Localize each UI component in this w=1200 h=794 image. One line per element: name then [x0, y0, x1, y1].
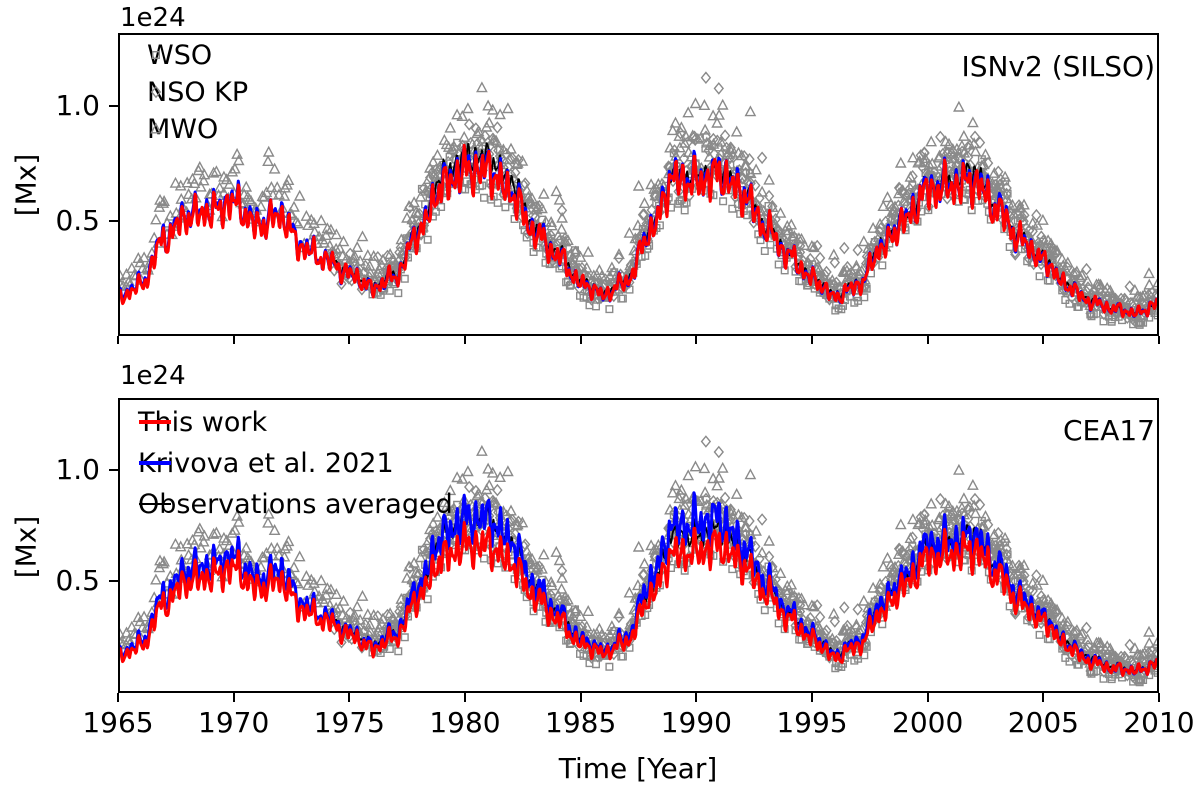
x-tick-mark-top	[117, 336, 119, 344]
panel-frame	[118, 398, 1159, 693]
x-tick-label: 1995	[776, 706, 848, 739]
y-tick-label: 1.0	[55, 89, 100, 123]
plot-panel-bottom	[118, 398, 1159, 693]
legend-label-nso-kp: NSO KP	[147, 76, 249, 108]
legend-item-wso: WSO	[147, 42, 212, 69]
legend-item-nso-kp: NSO KP	[147, 79, 248, 106]
x-tick-mark-bottom	[232, 693, 235, 702]
x-tick-mark-bottom	[348, 693, 351, 702]
line-this-work	[118, 521, 1159, 677]
offset-text-top: 1e24	[120, 3, 186, 33]
y-tick-mark	[109, 468, 118, 471]
x-tick-mark-bottom	[1042, 693, 1045, 702]
x-tick-mark-top	[695, 336, 698, 344]
x-tick-label: 1985	[545, 706, 617, 739]
x-tick-mark-top	[926, 336, 929, 344]
x-tick-mark-top	[579, 336, 582, 344]
x-tick-mark-bottom	[579, 693, 582, 702]
y-tick-mark	[109, 580, 118, 583]
x-tick-mark-bottom	[1158, 693, 1160, 702]
nso-kp-diamond-marker-icon	[150, 85, 162, 99]
y-tick-label: 1.0	[55, 452, 100, 486]
x-tick-label: 1970	[198, 706, 270, 739]
x-axis-label: Time [Year]	[558, 752, 718, 785]
y-tick-mark	[109, 105, 118, 108]
x-tick-label: 1980	[429, 706, 501, 739]
panel-frame	[118, 33, 1159, 336]
x-tick-mark-top	[1042, 336, 1045, 344]
x-tick-mark-top	[464, 336, 466, 344]
x-tick-mark-bottom	[117, 693, 119, 702]
x-tick-mark-top	[232, 336, 235, 344]
y-tick-label: 0.5	[55, 564, 100, 598]
x-tick-mark-bottom	[811, 693, 813, 702]
x-tick-mark-top	[1158, 336, 1160, 344]
x-tick-label: 1990	[660, 706, 732, 739]
x-tick-label: 2010	[1123, 706, 1195, 739]
legend-label-krivova: Krivova et al. 2021	[138, 447, 394, 479]
x-tick-mark-bottom	[464, 693, 466, 702]
legend-item-this-work: This work	[138, 409, 267, 436]
this-work-line-swatch-icon	[139, 420, 171, 424]
plot-panel-top	[118, 33, 1159, 336]
observations-line-swatch-icon	[139, 503, 171, 505]
wso-square-marker-icon	[151, 50, 160, 59]
krivova-line-swatch-icon	[139, 461, 171, 465]
legend-label-wso: WSO	[147, 39, 213, 71]
y-tick-mark	[109, 220, 118, 223]
legend-label-observations: Observations averaged	[138, 488, 453, 520]
line-this-work	[118, 143, 1159, 319]
x-tick-mark-bottom	[695, 693, 698, 702]
x-tick-label: 1965	[82, 706, 154, 739]
y-tick-label: 0.5	[55, 204, 100, 238]
mwo-triangle-marker-icon	[150, 122, 162, 134]
legend-item-mwo: MWO	[147, 116, 218, 143]
x-tick-mark-top	[811, 336, 813, 344]
panel-title-top: ISNv2 (SILSO)	[961, 50, 1155, 83]
legend-item-krivova: Krivova et al. 2021	[138, 450, 394, 477]
panel-title-bottom: CEA17	[1062, 414, 1155, 447]
x-tick-label: 2000	[892, 706, 964, 739]
x-tick-label: 2005	[1007, 706, 1079, 739]
offset-text-bottom: 1e24	[120, 361, 186, 391]
x-tick-mark-bottom	[926, 693, 929, 702]
x-tick-mark-top	[348, 336, 351, 344]
x-tick-label: 1975	[313, 706, 385, 739]
legend-item-observations: Observations averaged	[138, 491, 453, 518]
